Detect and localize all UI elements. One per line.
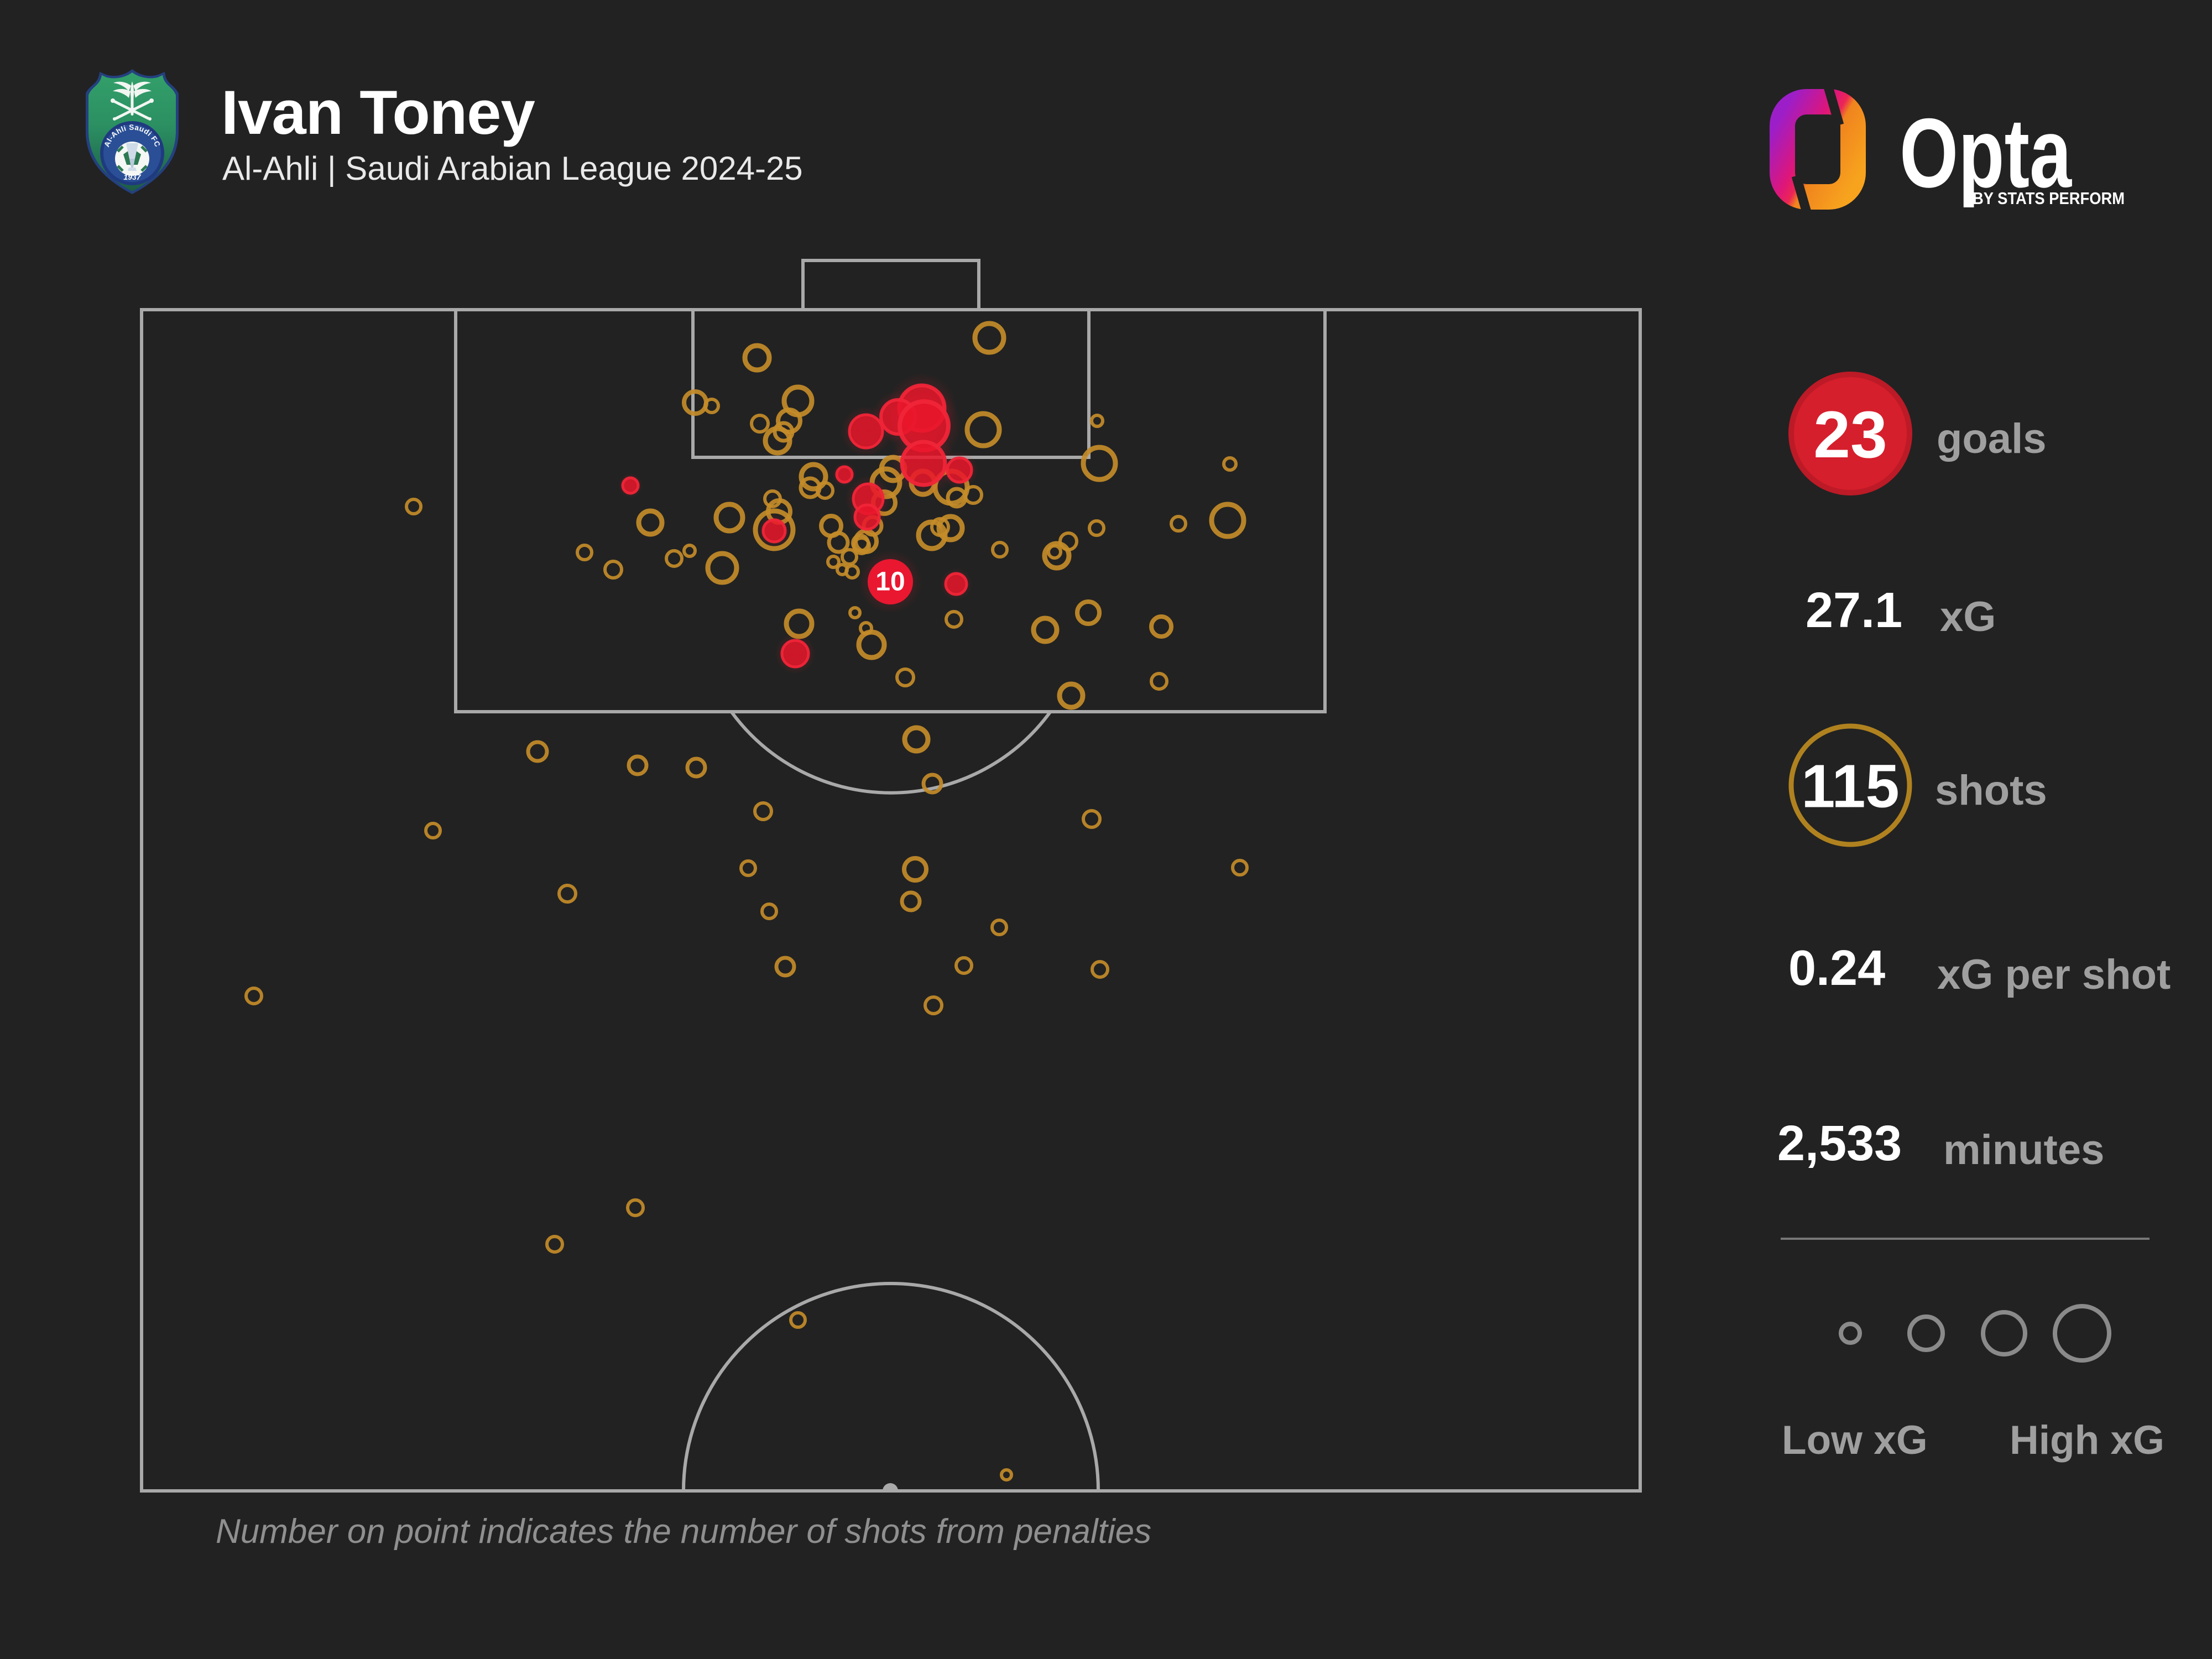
svg-text:10: 10 <box>875 567 905 597</box>
svg-text:1937: 1937 <box>123 173 141 181</box>
svg-text:23: 23 <box>1813 398 1887 472</box>
svg-text:115: 115 <box>1801 753 1899 821</box>
svg-text:Opta: Opta <box>1900 98 2073 208</box>
svg-text:BY STATS PERFORM: BY STATS PERFORM <box>1973 189 2125 208</box>
